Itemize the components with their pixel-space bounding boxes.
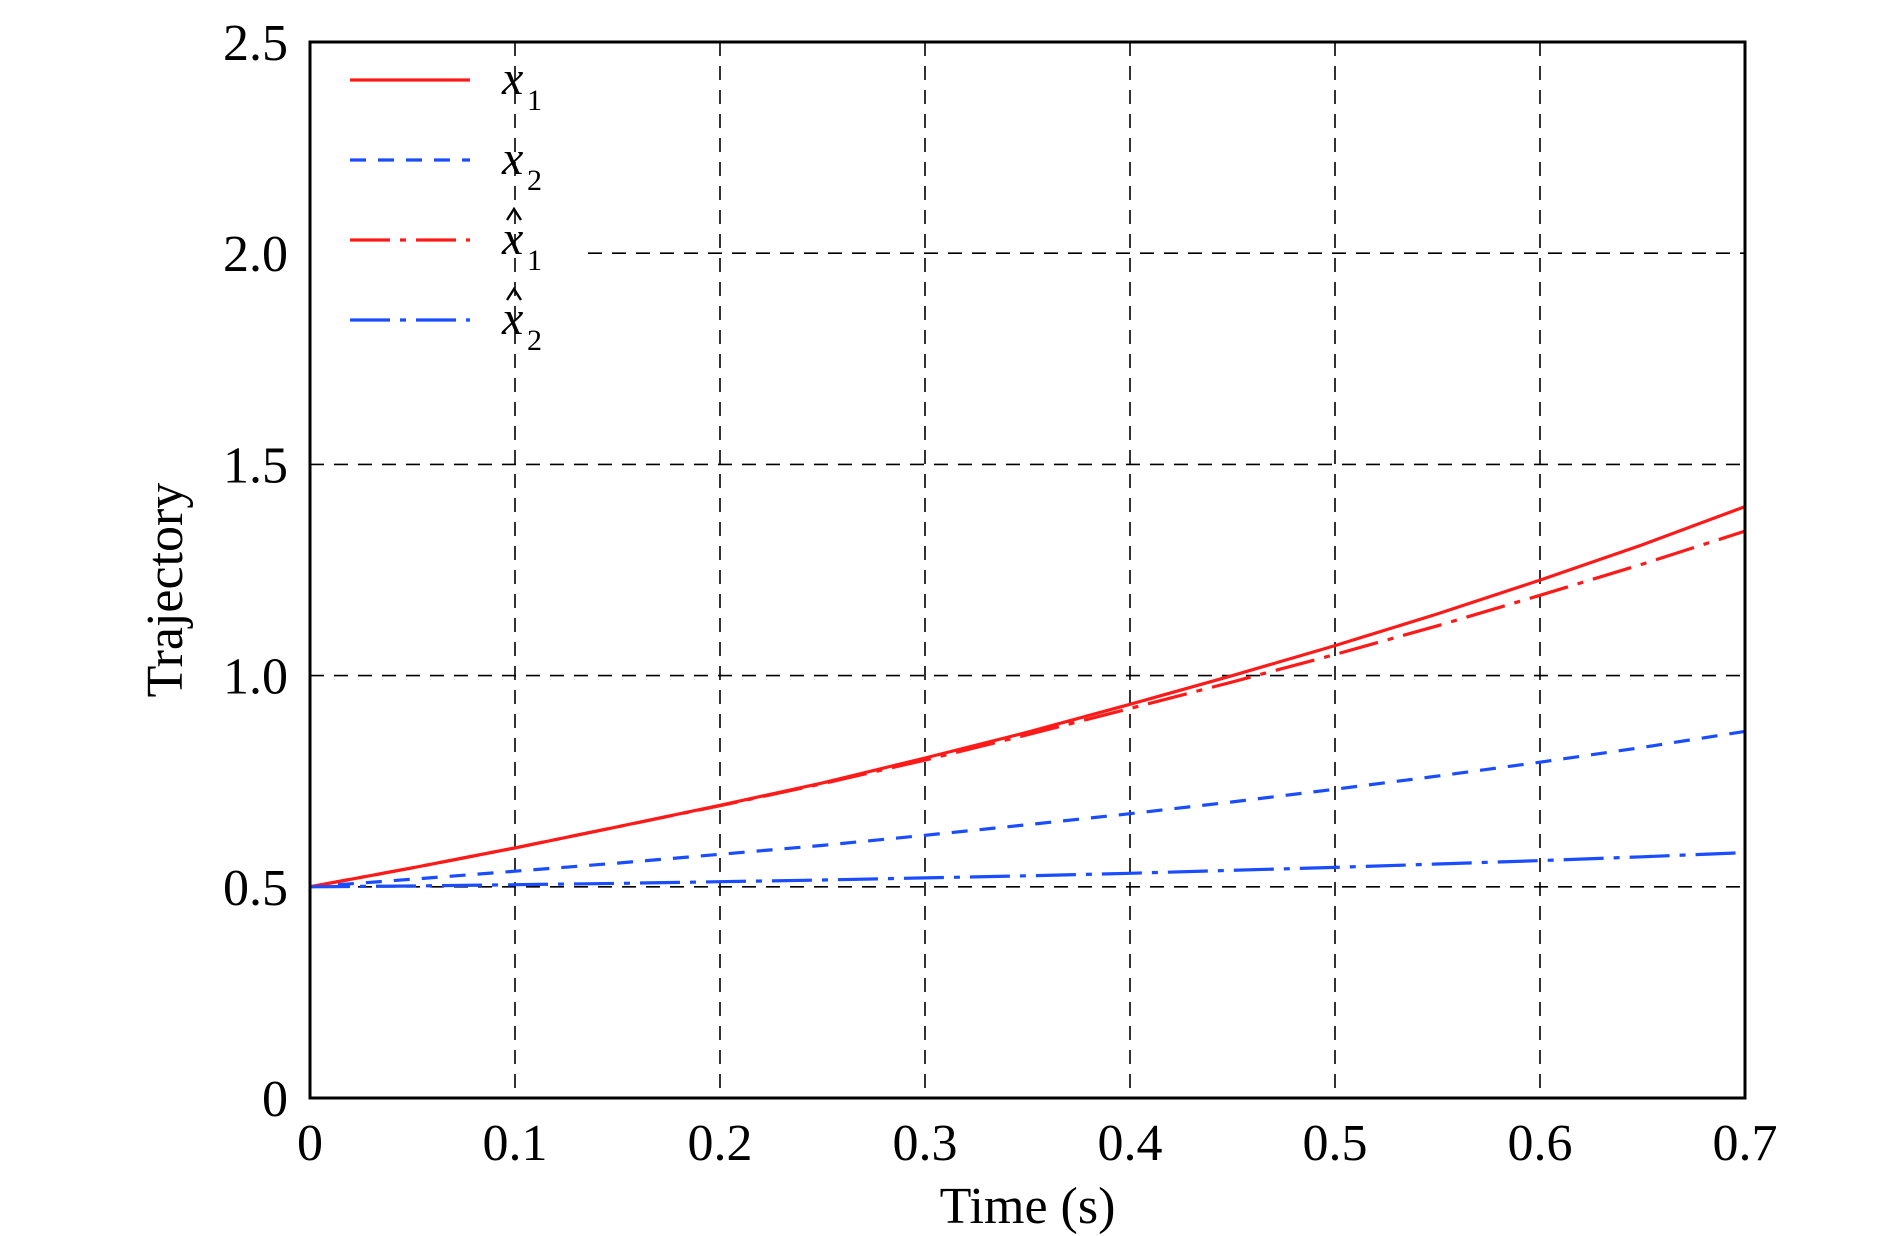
series-line-4 <box>309 851 1746 889</box>
x-tick-label: 0.2 <box>688 1115 753 1172</box>
series-line-3 <box>309 529 1746 889</box>
legend-subscript: 2 <box>527 164 542 197</box>
x-tick-label: 0.4 <box>1098 1115 1163 1172</box>
tick-labels: 0 0.1 0.2 0.3 0.4 0.5 0.6 0.7 0 0.5 1.0 1.5 2.0 2.5 <box>223 15 1778 1172</box>
y-tick-label: 2.0 <box>223 226 288 283</box>
x-tick-label: 0.5 <box>1303 1115 1368 1172</box>
plot-frame <box>308 40 1747 1100</box>
legend-label: x <box>501 132 523 185</box>
x-tick-label: 0.6 <box>1508 1115 1573 1172</box>
y-axis-label: Trajectory <box>137 483 194 698</box>
y-tick-label: 1.5 <box>223 437 288 494</box>
series-line-2 <box>309 729 1746 889</box>
hat-accent-icon <box>505 286 523 301</box>
x-tick-label: 0 <box>297 1115 323 1172</box>
x-axis-label: Time (s) <box>940 1178 1116 1235</box>
legend: x 1x 2x 1x 2 <box>350 52 542 357</box>
hat-accent-icon <box>505 206 523 221</box>
legend-subscript: 1 <box>527 244 542 277</box>
legend-label: x <box>501 52 523 105</box>
legend-label: x <box>501 292 523 345</box>
legend-subscript: 1 <box>527 84 542 117</box>
y-tick-label: 0 <box>262 1071 288 1128</box>
legend-subscript: 2 <box>527 324 542 357</box>
y-tick-label: 1.0 <box>223 649 288 706</box>
grid <box>310 42 1745 1098</box>
series-line-1 <box>309 505 1746 889</box>
y-tick-label: 0.5 <box>223 860 288 917</box>
x-tick-label: 0.7 <box>1713 1115 1778 1172</box>
x-tick-label: 0.3 <box>893 1115 958 1172</box>
series-layer <box>309 505 1746 889</box>
legend-label: x <box>501 212 523 265</box>
x-tick-label: 0.1 <box>483 1115 548 1172</box>
y-tick-label: 2.5 <box>223 15 288 72</box>
